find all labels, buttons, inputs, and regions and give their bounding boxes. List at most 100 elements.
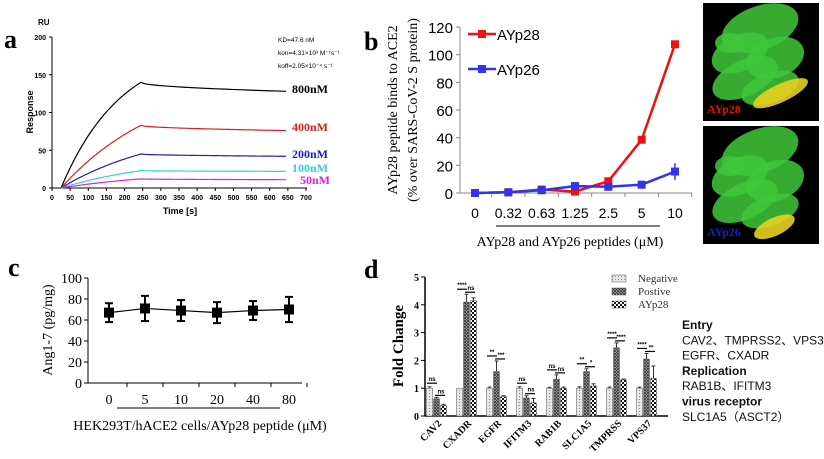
significance-label: ns [467,286,475,292]
bar-Postive [613,347,620,417]
bar-Negative [516,387,523,417]
y-tick-label: 100 [34,111,46,118]
significance-label: * [590,361,593,367]
y-axis-label: Ang1-7 (pg/mg) [41,284,56,376]
kinetics-text: kon=4.31×10³ M⁻¹s⁻¹ [278,50,341,57]
y-tick-label: 150 [34,73,46,80]
significance-label: ** [649,345,654,351]
x-tick-label: 100 [82,195,94,202]
annotation-line: RAB1B、IFITM3 [682,379,772,393]
curve-label: 800nM [292,82,328,96]
legend-label: AYp28 [638,299,669,311]
curve-50nM [60,178,287,189]
x-tick-label: CAV2 [418,418,444,444]
panel-label-c: c [8,253,20,282]
x-tick-label: EGFR [477,418,505,446]
significance-label: ns [437,389,445,395]
legend-marker [478,65,486,73]
y-tick-label: 200 [34,35,46,42]
curve-label: 50nM [300,173,330,187]
bar-Postive [433,398,440,417]
x-axis-label: AYp28 and AYp26 peptides (μM) [477,235,664,250]
legend-swatch [611,300,627,309]
legend-swatch [611,287,627,296]
y-tick-label: 20 [68,356,82,371]
y-tick-label: 2 [414,356,419,367]
annotation-heading: virus receptor [682,395,762,409]
x-axis-label: Time [s] [163,206,197,216]
bar-Negative [576,387,583,417]
y-tick-label: 40 [68,335,82,350]
data-point [504,188,513,197]
y-tick-label: 80 [68,293,82,308]
bar-Postive [583,371,590,417]
x-tick-label: 0.63 [528,205,555,221]
bar-Postive [643,358,650,417]
curve-200nM [60,153,287,189]
x-tick-label: 40 [246,393,260,408]
significance-label: **** [637,342,647,348]
significance-label: **** [616,335,626,341]
bar-Negative [606,387,613,417]
bar-Negative [636,387,643,417]
data-point [570,182,579,191]
structure-label: AYp28 [707,102,741,116]
x-tick-label: IFITM3 [502,418,535,451]
curve-label: 400nM [292,120,328,134]
bar-Postive [493,371,500,417]
x-tick-label: 80 [282,393,296,408]
x-tick-label: 20 [210,393,224,408]
significance-label: ** [490,350,495,356]
legend-swatch [611,274,627,283]
protein-helix [715,156,745,176]
x-tick-label: 700 [300,195,312,202]
y-tick-label: 1 [414,384,419,395]
legend-label: AYp28 [497,27,540,44]
y-axis-label: Response [25,90,35,133]
data-point [284,304,294,315]
y-tick-label: 0 [414,412,419,423]
x-tick-label: 50 [66,195,74,202]
bar-AYp28 [470,300,477,417]
protein-structures: AYp28 AYp26 [703,3,819,244]
data-point [248,305,258,316]
x-tick-label: 500 [228,195,240,202]
data-point [104,307,114,318]
annotation-line: EGFR、CXADR [682,349,770,363]
bar-Negative [456,387,463,417]
data-point [471,189,479,197]
bar-Negative [546,387,553,417]
x-tick-label: 150 [101,195,113,202]
y-axis-label: (% over SARS-CoV-2 S protein) [406,18,421,202]
annotation-heading: Replication [682,364,747,378]
bar-AYp28 [500,396,507,417]
y-axis-label: Fold Change [391,305,407,387]
significance-label: **** [457,283,467,289]
annotation-line: CAV2、TMPRSS2、VPS37、 [682,333,824,347]
x-tick-label: 400 [191,195,203,202]
protein-helix [715,33,745,53]
significance-label: **** [607,332,617,338]
y-axis-label: AYp28 peptide binds to ACE2 [386,25,401,194]
significance-label: ns [548,364,556,370]
data-point [637,180,646,189]
y-tick-label: 100 [428,48,453,65]
y-tick-label: 0 [75,377,82,392]
panel-label-b: b [364,27,378,56]
x-tick-label: 600 [264,195,276,202]
data-point [537,186,546,195]
y-tick-label: 60 [436,103,453,120]
data-point [637,135,646,144]
data-point [670,167,679,176]
panel-c-ang17-chart: 0 20 40 60 80 100 0 5 10 20 40 80 HEK293T/hACE2 cell… [41,272,327,434]
data-point [176,305,186,316]
series-line [108,307,290,314]
x-tick-label: TMPRSS [588,418,625,455]
x-tick-label: 0 [106,393,113,408]
data-point [670,40,679,49]
data-point [140,303,150,314]
